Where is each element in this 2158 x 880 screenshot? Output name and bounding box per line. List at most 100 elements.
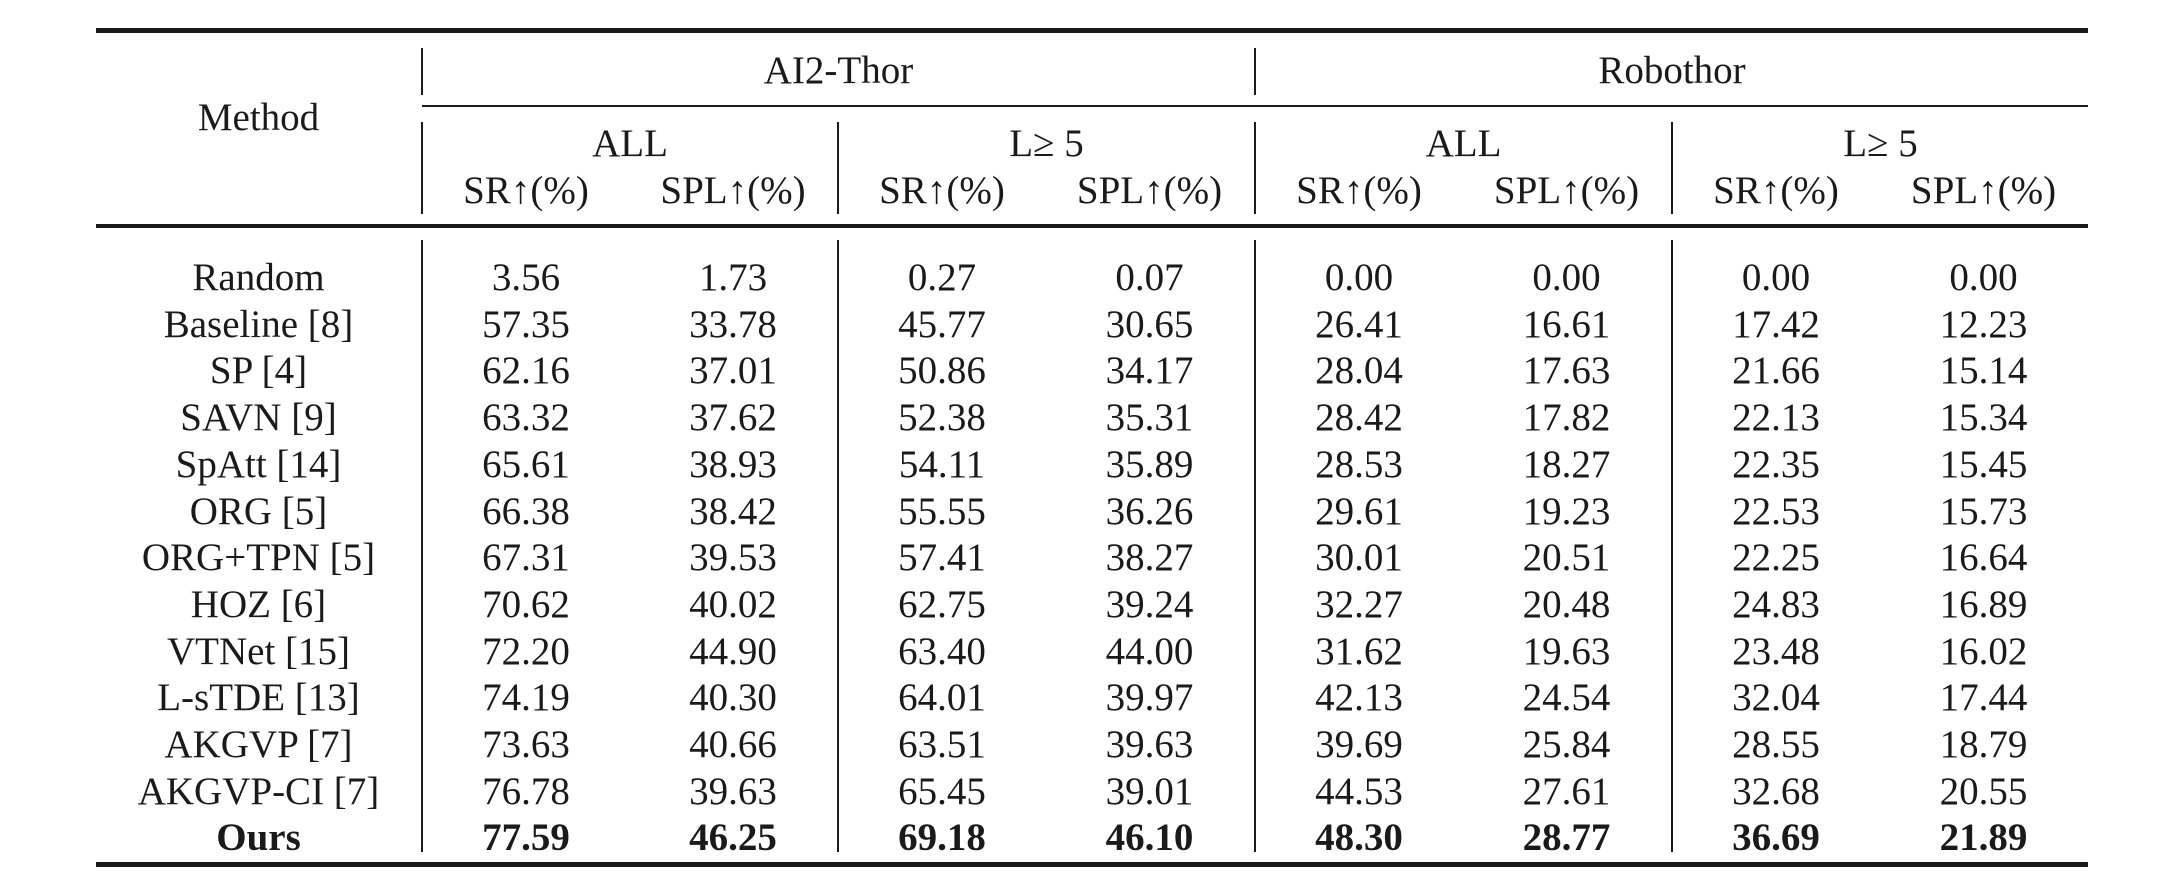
table-cell: 18.27 (1522, 443, 1611, 486)
row-method-label: SpAtt [14] (175, 443, 342, 486)
table-cell: 65.45 (898, 770, 986, 813)
table-cell: 16.89 (1939, 583, 2028, 626)
table-cell: 35.31 (1105, 396, 1194, 439)
table-cell: 17.63 (1522, 349, 1611, 392)
table-cell: 40.66 (689, 723, 777, 766)
vrule-body-robo (1671, 240, 1673, 852)
table-cell: 20.51 (1522, 536, 1611, 579)
table-cell: 39.63 (1105, 723, 1194, 766)
table-cell: 63.40 (898, 630, 986, 673)
table-cell: 32.04 (1732, 676, 1820, 719)
table-cell: 39.69 (1315, 723, 1403, 766)
table-cell: 48.30 (1315, 816, 1403, 859)
table-cell: 50.86 (898, 349, 986, 392)
vrule-body-method (421, 240, 423, 852)
table-cell: 33.78 (689, 303, 777, 346)
table-cell: 35.89 (1105, 443, 1194, 486)
table-cell: 36.26 (1105, 490, 1194, 533)
table-cell: 22.25 (1732, 536, 1820, 579)
bottom-rule (96, 862, 2088, 867)
table-cell: 28.42 (1315, 396, 1403, 439)
table-cell: 37.62 (689, 396, 777, 439)
table-cell: 0.07 (1115, 256, 1184, 299)
table-cell: 45.77 (898, 303, 986, 346)
table-cell: 31.62 (1315, 630, 1403, 673)
table-cell: 62.16 (482, 349, 570, 392)
table-cell: 39.53 (689, 536, 777, 579)
vrule-method-mid (421, 122, 423, 214)
header-col-sr: SR↑(%) (879, 169, 1005, 212)
header-robo-l5: L≥ 5 (1843, 122, 1918, 165)
table-cell: 44.00 (1105, 630, 1194, 673)
table-cell: 16.64 (1939, 536, 2028, 579)
header-col-spl: SPL↑(%) (1076, 169, 1223, 212)
row-method-label: VTNet [15] (166, 630, 351, 673)
header-ai2-l5: L≥ 5 (1009, 122, 1084, 165)
header-group-ai2: AI2-Thor (763, 49, 914, 92)
table-cell: 32.27 (1315, 583, 1403, 626)
table-cell: 39.63 (689, 770, 777, 813)
table-cell: 15.34 (1939, 396, 2028, 439)
header-col-spl: SPL↑(%) (1493, 169, 1640, 212)
table-cell: 72.20 (482, 630, 570, 673)
table-cell: 39.24 (1105, 583, 1194, 626)
table-cell: 30.01 (1315, 536, 1403, 579)
header-col-spl: SPL↑(%) (660, 169, 806, 212)
table-cell: 38.42 (689, 490, 777, 533)
header-col-sr: SR↑(%) (463, 169, 589, 212)
table-cell: 26.41 (1315, 303, 1403, 346)
table-cell: 73.63 (482, 723, 570, 766)
table-cell: 34.17 (1105, 349, 1194, 392)
table-cell: 29.61 (1315, 490, 1403, 533)
vrule-robo-sub (1671, 122, 1673, 214)
vrule-body-group (1254, 240, 1256, 852)
table-cell: 17.44 (1939, 676, 2028, 719)
row-method-label: AKGVP [7] (164, 723, 353, 766)
table-cell: 16.61 (1522, 303, 1611, 346)
table-cell: 32.68 (1732, 770, 1820, 813)
table-cell: 21.89 (1939, 816, 2028, 859)
table-cell: 19.63 (1522, 630, 1611, 673)
table-cell: 28.55 (1732, 723, 1820, 766)
table-cell: 38.93 (689, 443, 777, 486)
table-cell: 63.51 (898, 723, 986, 766)
top-rule (96, 28, 2088, 33)
table-cell: 52.38 (898, 396, 986, 439)
table-cell: 3.56 (491, 256, 561, 299)
table-cell: 20.55 (1939, 770, 2028, 813)
row-method-label: Random (192, 256, 325, 299)
table-cell: 74.19 (482, 676, 570, 719)
table-cell: 55.55 (898, 490, 986, 533)
table-cell: 30.65 (1105, 303, 1194, 346)
table-cell: 44.53 (1315, 770, 1403, 813)
row-method-label: HOZ [6] (190, 583, 327, 626)
table-cell: 15.73 (1939, 490, 2028, 533)
table-cell: 17.42 (1732, 303, 1820, 346)
table-cell: 37.01 (689, 349, 777, 392)
table-cell: 57.41 (898, 536, 986, 579)
table-cell: 39.97 (1105, 676, 1194, 719)
table-cell: 17.82 (1522, 396, 1611, 439)
table-cell: 0.00 (1741, 256, 1811, 299)
row-method-label: L-sTDE [13] (157, 676, 360, 719)
header-col-sr: SR↑(%) (1296, 169, 1422, 212)
table-cell: 46.25 (689, 816, 777, 859)
table-cell: 46.10 (1105, 816, 1194, 859)
table-cell: 15.14 (1939, 349, 2028, 392)
row-method-label: SAVN [9] (180, 396, 337, 439)
table-cell: 0.00 (1324, 256, 1394, 299)
table-cell: 0.27 (907, 256, 977, 299)
row-method-label: ORG [5] (189, 490, 328, 533)
table-cell: 69.18 (898, 816, 986, 859)
table-cell: 67.31 (482, 536, 570, 579)
group-underline-ai2 (422, 105, 1256, 107)
header-ai2-all: ALL (592, 122, 668, 165)
table-cell: 40.30 (689, 676, 777, 719)
row-method-label: ORG+TPN [5] (141, 536, 376, 579)
table-cell: 70.62 (482, 583, 570, 626)
table-cell: 36.69 (1732, 816, 1820, 859)
header-robo-all: ALL (1425, 122, 1502, 165)
table-cell: 77.59 (482, 816, 570, 859)
table-cell: 62.75 (898, 583, 986, 626)
table-cell: 66.38 (482, 490, 570, 533)
